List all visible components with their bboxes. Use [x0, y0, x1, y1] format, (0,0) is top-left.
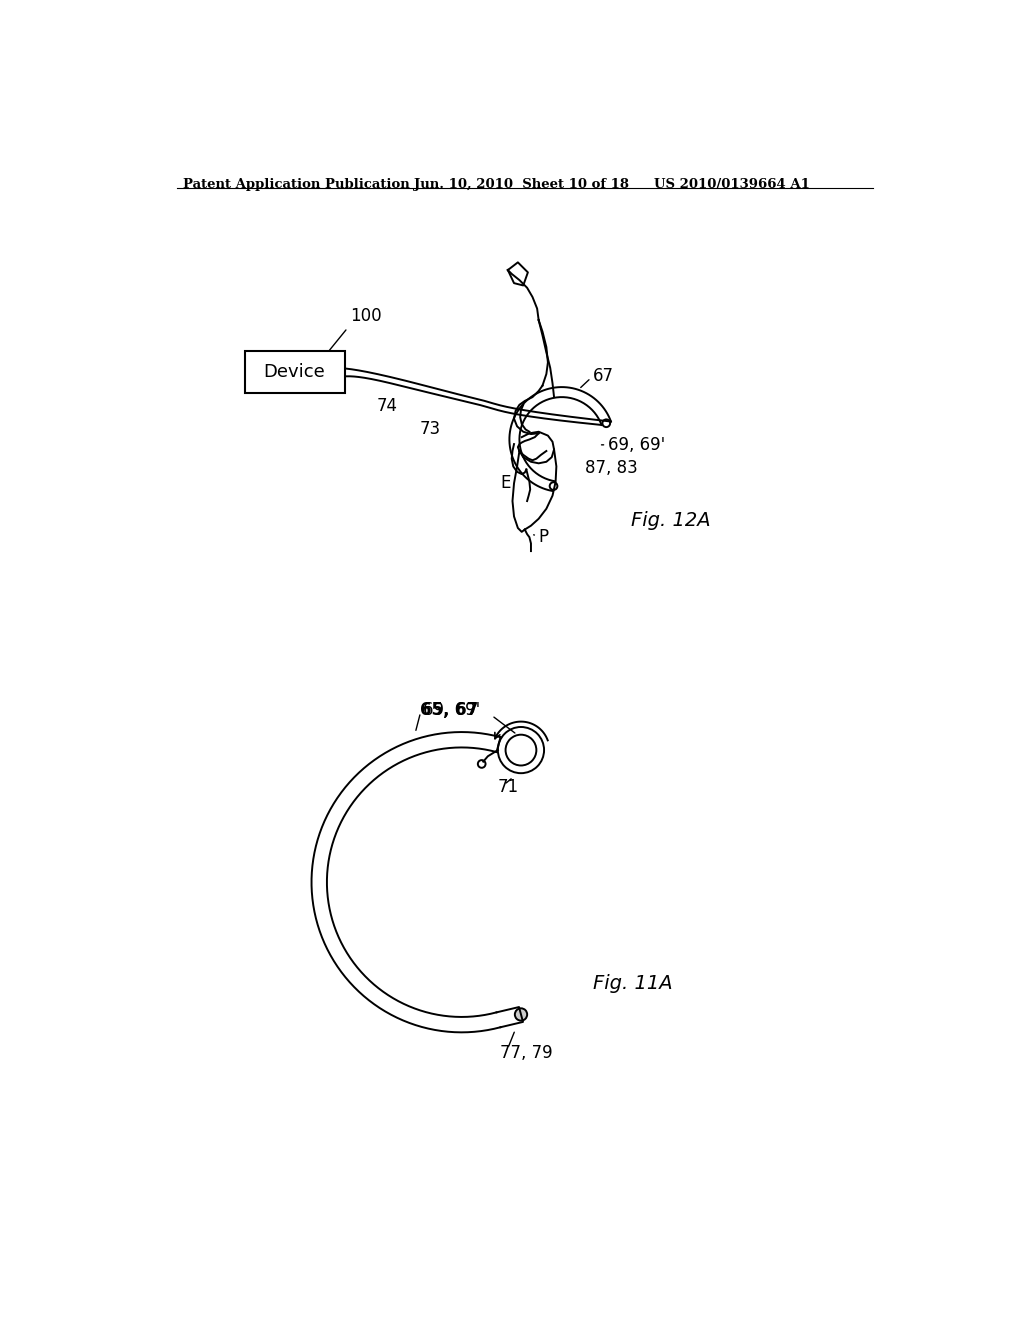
Text: 67: 67	[593, 367, 613, 384]
Text: P: P	[539, 528, 549, 546]
Circle shape	[602, 420, 610, 428]
Text: E: E	[500, 474, 511, 492]
Circle shape	[515, 1008, 527, 1020]
Circle shape	[506, 735, 537, 766]
Text: Patent Application Publication: Patent Application Publication	[183, 178, 410, 190]
Text: 71: 71	[498, 777, 519, 796]
Text: 65, 67: 65, 67	[421, 701, 478, 719]
Text: Device: Device	[264, 363, 326, 381]
Text: US 2010/0139664 A1: US 2010/0139664 A1	[654, 178, 810, 190]
Text: 73: 73	[419, 421, 440, 438]
Text: 100: 100	[350, 308, 382, 326]
Text: Fig. 12A: Fig. 12A	[631, 511, 711, 529]
Bar	[245, 351, 345, 393]
Text: 69, 69': 69, 69'	[423, 701, 480, 719]
Circle shape	[550, 482, 557, 490]
Text: 77, 79: 77, 79	[500, 1044, 553, 1061]
Text: Fig. 11A: Fig. 11A	[593, 974, 672, 994]
Text: Jun. 10, 2010  Sheet 10 of 18: Jun. 10, 2010 Sheet 10 of 18	[414, 178, 629, 190]
Text: 74: 74	[377, 397, 398, 416]
Text: 87, 83: 87, 83	[585, 459, 638, 477]
Text: 69, 69': 69, 69'	[608, 436, 666, 454]
